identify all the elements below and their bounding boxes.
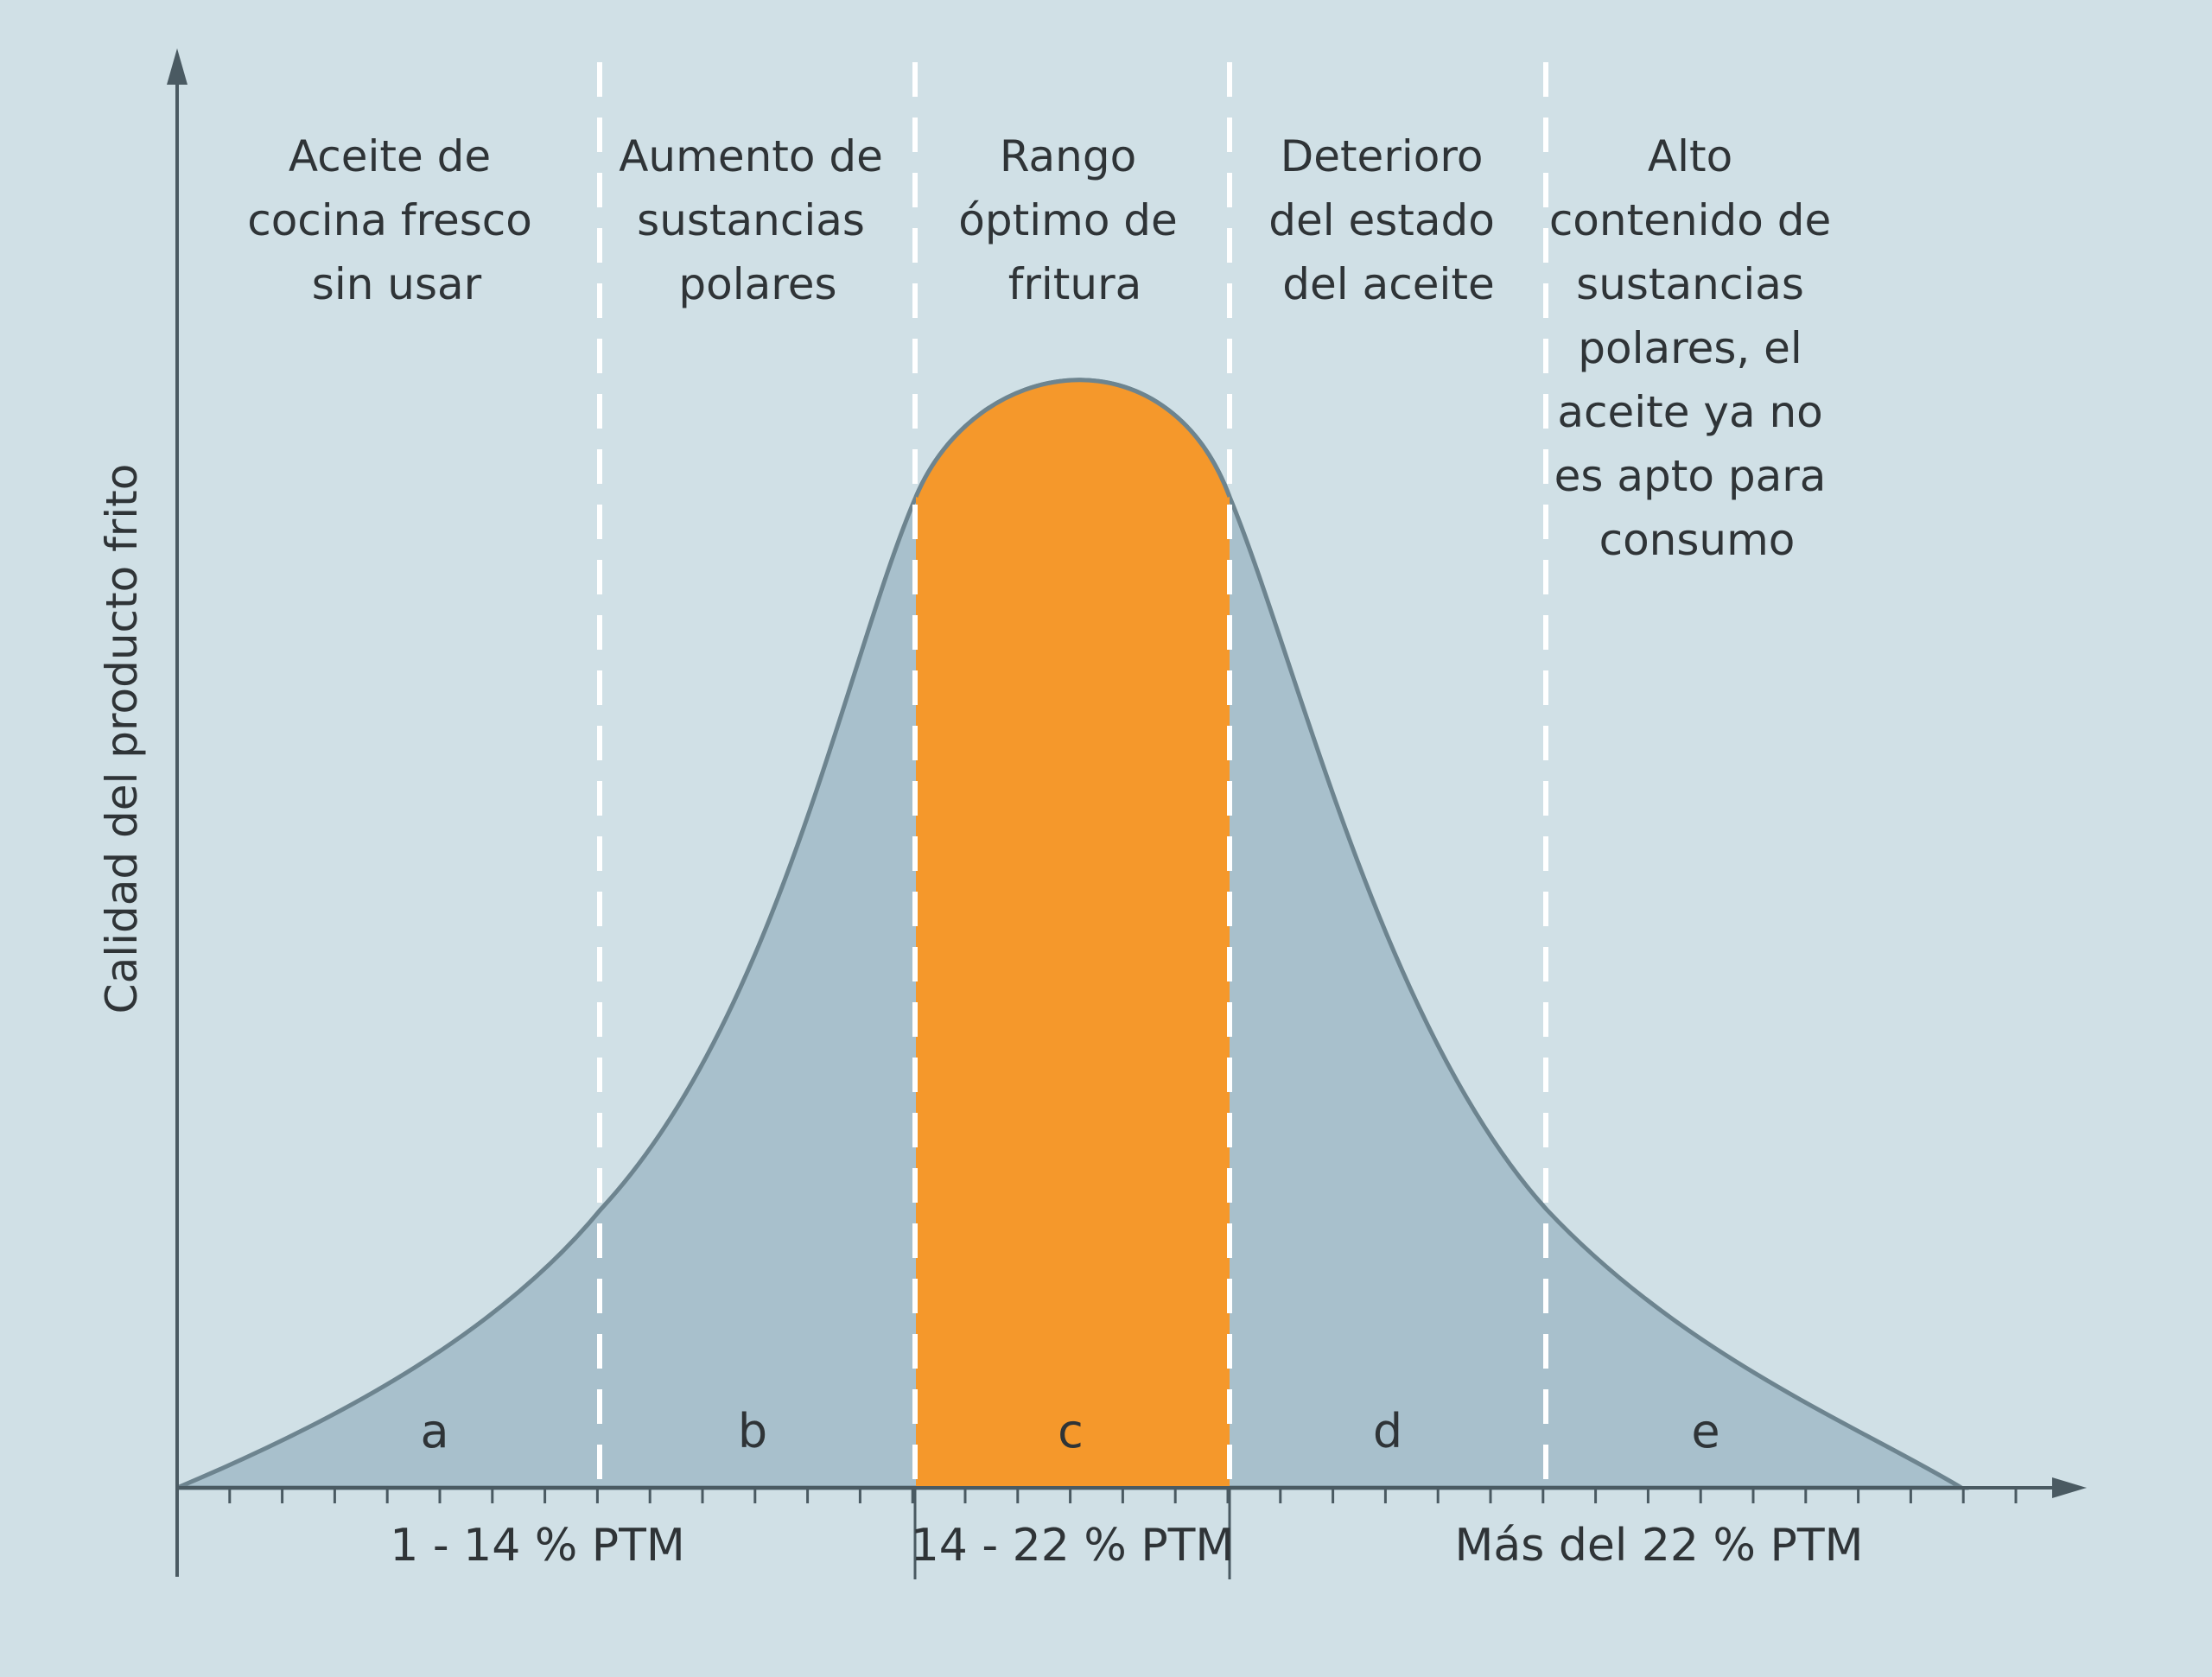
range-label-high: Más del 22 % PTM <box>1455 1520 1864 1572</box>
phase-dividers <box>597 62 1548 1488</box>
phase-d-label: Deterioro del estado del aceite <box>1268 131 1509 309</box>
zone-letter-c: c <box>1058 1404 1084 1458</box>
range-label-optimal: 14 - 22 % PTM <box>911 1520 1235 1572</box>
y-axis-arrow-icon <box>167 48 188 85</box>
x-axis-arrow-icon <box>2052 1477 2087 1498</box>
x-axis-ticks <box>175 1488 2018 1503</box>
y-axis-label: Calidad del producto frito <box>97 464 147 1014</box>
phase-e-label: Alto contenido de sustancias polares, el… <box>1549 131 1845 565</box>
zone-letter-a: a <box>420 1404 448 1458</box>
zone-letter-d: d <box>1373 1404 1402 1458</box>
phase-b-label: Aumento de sustancias polares <box>619 131 897 309</box>
phase-a-label: Aceite de cocina fresco sin usar <box>247 131 546 309</box>
phase-c-label: Rango óptimo de fritura <box>958 131 1191 309</box>
range-label-low: 1 - 14 % PTM <box>390 1520 685 1572</box>
zone-letter-e: e <box>1691 1404 1719 1458</box>
optimal-band-outline <box>913 378 1232 498</box>
optimal-frying-band <box>916 379 1230 1489</box>
zone-letter-b: b <box>738 1404 767 1458</box>
